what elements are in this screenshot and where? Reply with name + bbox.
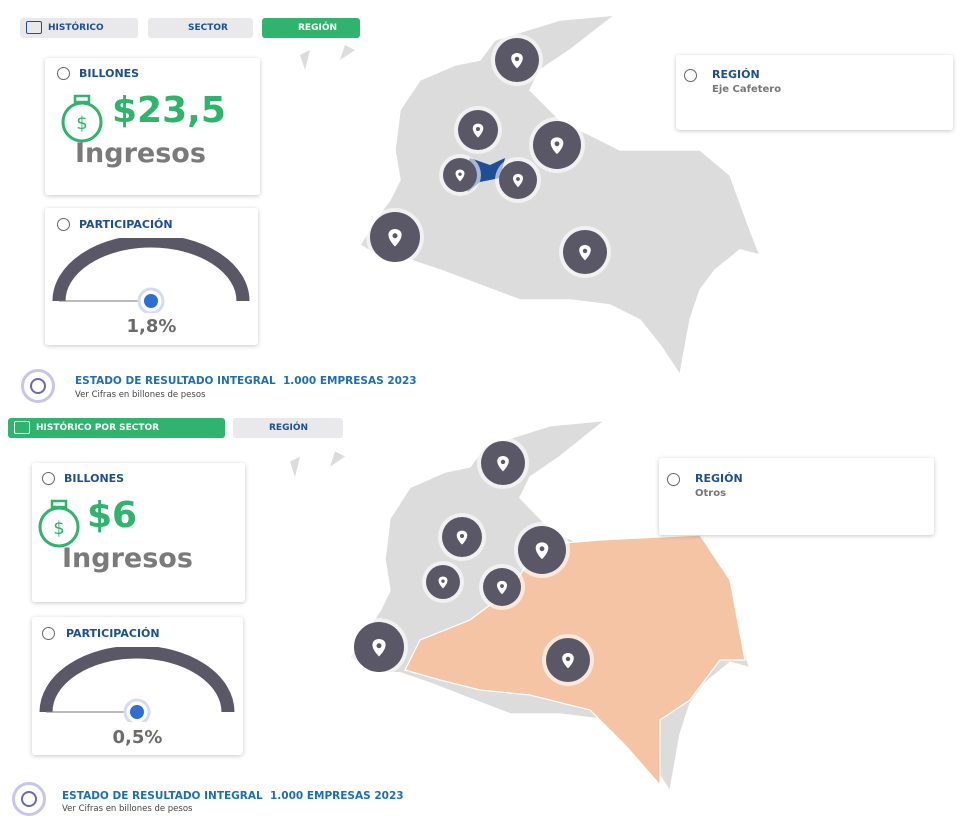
coin-icon: [12, 782, 46, 816]
tab-label: SECTOR: [188, 23, 228, 33]
map-pin[interactable]: [439, 154, 481, 196]
tab[interactable]: HISTÓRICO POR SECTOR: [8, 418, 225, 438]
map-pin[interactable]: [491, 34, 543, 86]
tab[interactable]: REGIÓN: [262, 18, 360, 38]
label: BILLONES: [79, 67, 140, 80]
label: REGIÓN: [712, 68, 760, 81]
share-value: 0,5%: [112, 727, 163, 748]
map-pin[interactable]: [514, 522, 570, 578]
tab[interactable]: REGIÓN: [233, 418, 343, 438]
map-pin[interactable]: [454, 106, 502, 154]
map-pin[interactable]: [479, 564, 525, 610]
map-2: [290, 419, 751, 793]
income-card: BILLONES $ $6 Ingresos: [32, 463, 245, 602]
label: REGIÓN: [695, 472, 743, 485]
tab-label: REGIÓN: [298, 23, 337, 33]
region-card: REGIÓN Eje Cafetero: [676, 55, 953, 130]
svg-text:$: $: [53, 518, 64, 539]
svg-text:$: $: [76, 113, 87, 134]
pins: [350, 34, 611, 686]
share-card: PARTICIPACIÓN 1,8%: [45, 208, 258, 345]
tab[interactable]: SECTOR: [148, 18, 253, 38]
tab-label: HISTÓRICO: [48, 23, 104, 33]
tab-label: REGIÓN: [269, 423, 308, 433]
map-pin[interactable]: [529, 117, 585, 173]
gauge: [52, 238, 250, 313]
caption: Ingresos: [75, 138, 206, 169]
footer-subtitle: Ver Cifras en billones de pesos: [62, 804, 193, 814]
map-pin[interactable]: [559, 226, 611, 278]
map-pin[interactable]: [366, 208, 424, 266]
map-pin[interactable]: [438, 513, 486, 561]
tab-label: HISTÓRICO POR SECTOR: [36, 423, 160, 433]
label: BILLONES: [64, 472, 125, 485]
map-pin[interactable]: [542, 634, 594, 686]
label: PARTICIPACIÓN: [79, 218, 173, 231]
gauge: [39, 647, 235, 722]
map-pin[interactable]: [477, 437, 529, 489]
coin-icon: [21, 369, 55, 403]
footer-subtitle: Ver Cifras en billones de pesos: [75, 390, 206, 400]
region-value: Otros: [695, 488, 727, 499]
money-icon: $: [61, 94, 103, 143]
map-pin[interactable]: [350, 618, 408, 676]
map-pin[interactable]: [422, 561, 464, 603]
share-value: 1,8%: [126, 316, 177, 337]
amount: $6: [87, 495, 138, 536]
region-value: Eje Cafetero: [712, 84, 782, 95]
footer-title: ESTADO DE RESULTADO INTEGRAL 1.000 EMPRE…: [75, 375, 417, 387]
caption: Ingresos: [62, 543, 193, 574]
footer-title: ESTADO DE RESULTADO INTEGRAL 1.000 EMPRE…: [62, 790, 404, 802]
map-pin[interactable]: [495, 157, 541, 203]
share-card: PARTICIPACIÓN 0,5%: [32, 617, 243, 755]
money-icon: $: [38, 499, 80, 548]
amount: $23,5: [112, 90, 226, 131]
income-card: BILLONES $ $23,5 Ingresos: [45, 58, 260, 195]
tab[interactable]: HISTÓRICO: [20, 18, 138, 38]
region-card: REGIÓN Otros: [659, 458, 934, 535]
label: PARTICIPACIÓN: [66, 627, 160, 640]
